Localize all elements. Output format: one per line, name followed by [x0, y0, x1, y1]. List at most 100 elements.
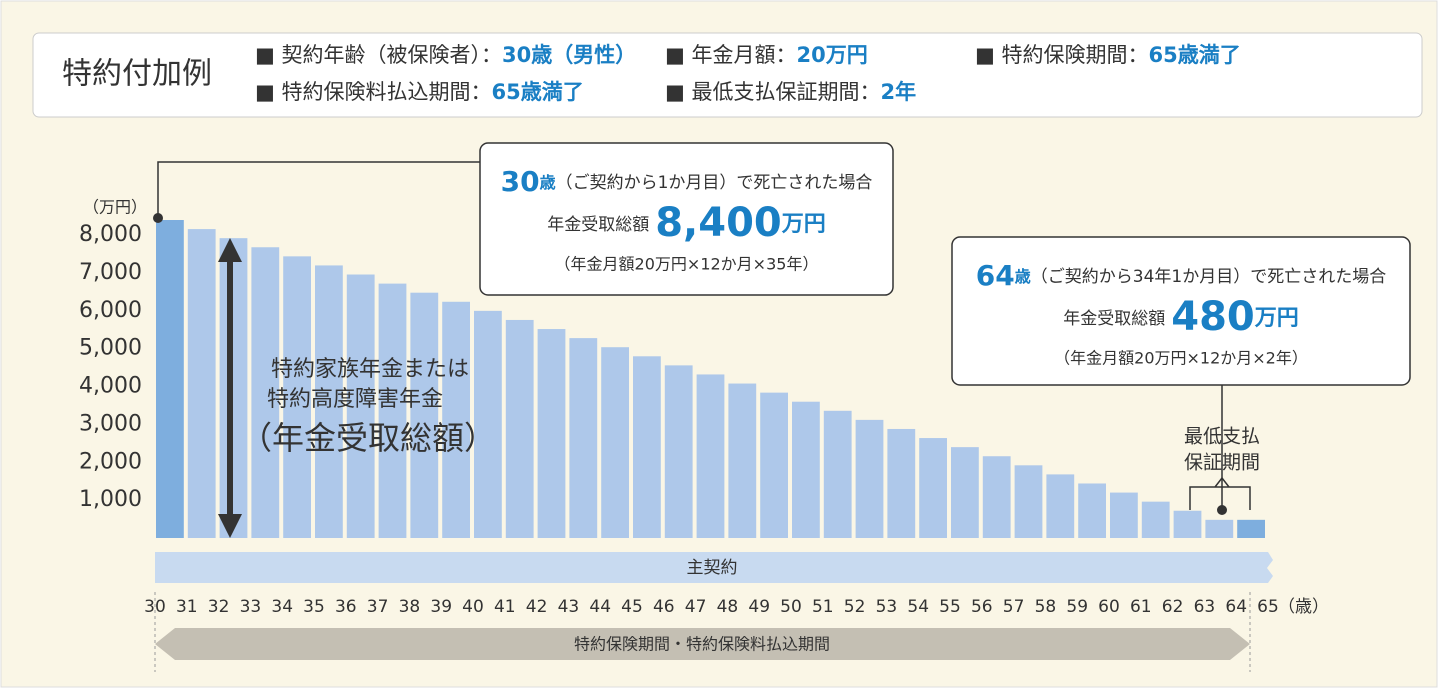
x-tick-label: 43	[558, 597, 580, 617]
bar	[1173, 510, 1202, 538]
header-item-value: 2年	[881, 80, 917, 104]
header-item-value: 30歳（男性）	[502, 43, 636, 67]
x-tick-label: 38	[399, 597, 421, 617]
y-unit: （万円）	[83, 198, 147, 217]
bar	[982, 456, 1011, 538]
y-tick-label: 1,000	[79, 487, 142, 512]
y-tick-label: 8,000	[79, 222, 142, 247]
bar	[187, 229, 216, 539]
x-tick-label: 45	[621, 597, 643, 617]
header-item-value: 65歳満了	[1149, 43, 1241, 67]
x-tick-label: 40	[462, 597, 484, 617]
x-tick-label: 41	[494, 597, 516, 617]
x-tick-label: 33	[240, 597, 262, 617]
header-item-label: ■ 契約年齢（被保険者）：	[255, 43, 502, 67]
header-item-label: ■ 最低支払保証期間：	[665, 80, 881, 104]
x-tick-label: 48	[717, 597, 739, 617]
x-tick-label: 59	[1066, 597, 1088, 617]
callout-age: 30	[501, 165, 540, 198]
header-item: ■ 特約保険料払込期間：65歳満了	[255, 80, 584, 104]
callout-age-unit: 歳	[540, 173, 556, 192]
header-item-label: ■ 年金月額：	[665, 43, 797, 67]
bar	[664, 365, 693, 538]
callout-amount-unit: 万円	[1254, 306, 1299, 331]
y-tick-label: 4,000	[79, 374, 142, 399]
bar	[919, 438, 947, 538]
y-tick-label: 3,000	[79, 411, 142, 436]
x-tick-label: 34	[271, 597, 293, 617]
y-tick-label: 6,000	[79, 298, 142, 323]
header-item: ■ 契約年齢（被保険者）：30歳（男性）	[255, 43, 636, 67]
y-tick-label: 7,000	[79, 260, 142, 285]
bar	[1141, 501, 1170, 538]
callout-label: 年金受取総額	[547, 215, 649, 235]
arrow-label: 特約高度障害年金	[267, 387, 443, 412]
x-tick-label: 36	[335, 597, 357, 617]
x-tick-label: 58	[1035, 597, 1057, 617]
callout-line: 64歳（ご契約から34年1か月目）で死亡された場合	[976, 259, 1386, 292]
callout-dot	[1217, 505, 1227, 515]
bar	[537, 329, 566, 538]
x-tick-label: 42	[526, 597, 548, 617]
x-tick-label: 65	[1257, 597, 1279, 617]
header-item-value: 20万円	[797, 43, 868, 67]
period-arrow	[155, 628, 1250, 660]
header-title: 特約付加例	[62, 57, 212, 92]
x-tick-label: 56	[971, 597, 993, 617]
bar	[219, 238, 248, 538]
bar	[633, 356, 661, 538]
callout-line: 30歳（ご契約から1か月目）で死亡された場合	[501, 165, 873, 198]
callout-box	[951, 236, 1411, 386]
x-tick-label: 64	[1225, 597, 1247, 617]
callout-box	[479, 142, 894, 296]
header-item-label: ■ 特約保険期間：	[975, 43, 1149, 67]
bar	[760, 392, 788, 538]
x-tick-label: 51	[812, 597, 834, 617]
x-tick-label: 32	[208, 597, 230, 617]
header-item: ■ 年金月額：20万円	[665, 43, 868, 67]
arrow-head	[218, 238, 242, 262]
callout-text: （ご契約から1か月目）で死亡された場合	[556, 173, 873, 193]
bar	[1046, 474, 1075, 538]
x-tick-label: 37	[367, 597, 389, 617]
bar	[1237, 519, 1265, 538]
header-item: ■ 最低支払保証期間：2年	[665, 80, 916, 104]
bar	[696, 374, 725, 538]
callout-leader	[157, 161, 480, 218]
callout-line: 年金受取総額 8,400万円	[547, 200, 826, 246]
main-contract-band	[155, 552, 1273, 583]
callout-text: （ご契約から34年1か月目）で死亡された場合	[1031, 267, 1386, 287]
bar	[855, 419, 884, 538]
x-tick-label: 57	[1003, 597, 1025, 617]
bar	[887, 428, 916, 538]
bar	[346, 274, 375, 538]
bar	[251, 247, 280, 538]
x-tick-label: 44	[589, 597, 611, 617]
bar	[601, 347, 629, 538]
callout-age-unit: 歳	[1015, 267, 1031, 286]
bar	[156, 220, 184, 538]
callout-amount: 480	[1171, 294, 1255, 340]
y-tick-label: 5,000	[79, 336, 142, 361]
bar	[1078, 483, 1106, 538]
arrow-label: （年金受取総額）	[240, 419, 496, 457]
x-tick-label: 63	[1194, 597, 1216, 617]
x-tick-label: 31	[176, 597, 198, 617]
header-box	[32, 32, 1423, 118]
bar	[505, 319, 534, 538]
callout-formula: （年金月額20万円×12か月×2年）	[1054, 349, 1308, 368]
x-tick-label: 35	[303, 597, 325, 617]
x-unit: （歳）	[1278, 597, 1329, 617]
x-tick-label: 53	[876, 597, 898, 617]
callout-label: 年金受取総額	[1063, 309, 1165, 329]
callout-amount-unit: 万円	[781, 212, 826, 237]
x-tick-label: 52	[844, 597, 866, 617]
bar	[442, 301, 470, 538]
period-label: 特約保険期間・特約保険料払込期間	[574, 635, 830, 654]
x-tick-label: 47	[685, 597, 707, 617]
bar	[1205, 519, 1234, 538]
arrow-label: 特約家族年金または	[271, 357, 469, 382]
x-tick-label: 49	[748, 597, 770, 617]
x-tick-label: 46	[653, 597, 675, 617]
